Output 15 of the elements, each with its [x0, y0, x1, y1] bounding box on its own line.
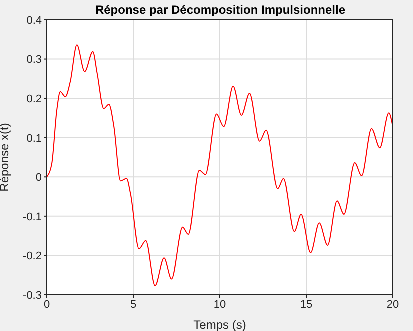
x-tick-label: 20 — [386, 298, 400, 311]
y-tick-label: -0.2 — [23, 250, 42, 263]
x-tick-label: 5 — [130, 298, 137, 311]
y-tick-label: 0.1 — [26, 132, 42, 145]
y-tick-label: -0.1 — [23, 211, 42, 224]
line-series — [47, 44, 393, 286]
y-tick-label: 0 — [36, 172, 42, 184]
y-tick-label: -0.3 — [23, 290, 42, 302]
x-tick-label: 10 — [214, 298, 226, 311]
y-tick-label: 0.2 — [26, 93, 42, 106]
x-tick-label: 15 — [300, 298, 313, 311]
y-tick-label: 0.3 — [26, 54, 42, 66]
y-tick-label: 0.4 — [26, 14, 42, 27]
chart-title: Réponse par Décomposition Impulsionnelle — [94, 3, 347, 17]
x-tick-label: 0 — [44, 298, 50, 311]
